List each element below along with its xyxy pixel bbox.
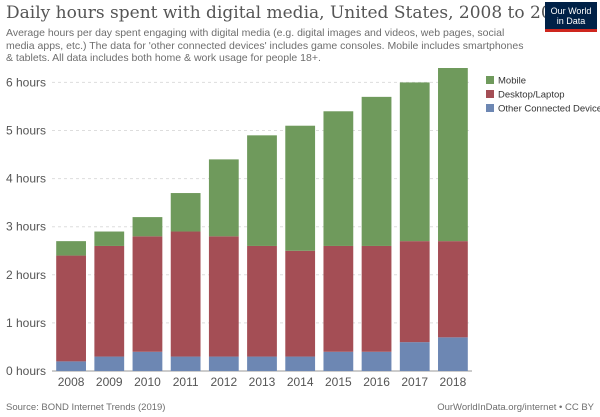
x-tick-label: 2017 [401,375,428,389]
bar-segment [438,68,468,242]
legend-label: Other Connected Devices [498,104,600,115]
bar-segment [208,356,239,371]
bar-segment [247,356,277,371]
bar-segment [285,356,316,371]
source-note: Source: BOND Internet Trends (2019) [6,402,166,413]
chart-title: Daily hours spent with digital media, Un… [6,3,574,23]
chart-subtitle: Average hours per day spent engaging wit… [6,27,524,65]
bar-segment [323,351,354,371]
x-tick-label: 2015 [325,375,352,389]
bar-segment [247,135,277,246]
bar-segment [132,217,163,237]
logo-line-2: in Data [556,16,586,26]
bar-segment [361,96,392,246]
x-tick-label: 2010 [134,375,161,389]
bar-segment [438,241,468,338]
bar-segment [170,231,201,357]
y-tick-label: 4 hours [6,172,46,186]
y-tick-label: 5 hours [6,124,46,138]
bar-segment [361,351,392,371]
bar-segment [285,125,316,251]
bar-segment [56,361,86,371]
x-tick-label: 2009 [96,375,123,389]
y-tick-label: 0 hours [6,364,46,378]
bar-segment [56,241,86,256]
logo-line-1: Our World [550,6,592,16]
bar-segment [132,351,163,371]
x-tick-label: 2018 [440,375,467,389]
owid-logo[interactable]: Our World in Data [545,2,597,32]
bar-segment [170,356,201,371]
bar-segment [399,241,430,343]
legend-label: Mobile [498,76,526,87]
bar-segment [285,250,316,357]
y-tick-label: 6 hours [6,75,46,89]
bar-segment [247,245,277,357]
bar-segment [94,231,125,246]
x-tick-label: 2013 [249,375,276,389]
x-tick-label: 2012 [210,375,237,389]
x-tick-label: 2014 [287,375,314,389]
credit-link[interactable]: OurWorldInData.org/internet • CC BY [437,402,594,413]
x-tick-label: 2008 [58,375,85,389]
bar-segment [361,245,392,352]
y-tick-label: 1 hours [6,316,46,330]
bar-segment [208,159,239,237]
bar-segment [399,82,430,242]
bar-segment [94,356,125,371]
y-tick-label: 2 hours [6,268,46,282]
bar-segment [132,236,163,352]
bar-segment [438,337,468,371]
legend-swatch [486,104,494,112]
bar-segment [323,111,354,246]
y-tick-label: 3 hours [6,220,46,234]
legend-swatch [486,90,494,98]
x-tick-label: 2016 [363,375,390,389]
legend-swatch [486,76,494,84]
bar-segment [323,245,354,352]
bar-segment [56,255,86,362]
legend-label: Desktop/Laptop [498,90,565,101]
bar-segment [399,342,430,371]
bar-segment [170,193,201,232]
bar-segment [208,236,239,357]
bar-segment [94,245,125,357]
x-tick-label: 2011 [173,375,199,389]
